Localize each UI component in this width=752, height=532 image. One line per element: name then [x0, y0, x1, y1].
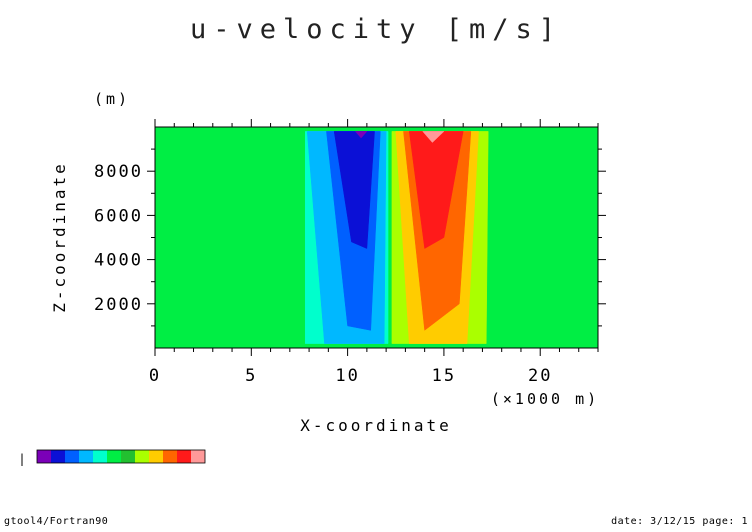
chart-title: u-velocity [m/s] — [190, 14, 562, 45]
color-swatch — [177, 450, 191, 463]
contour-level-4 — [354, 131, 368, 139]
color-swatch — [51, 450, 65, 463]
color-swatch — [135, 450, 149, 463]
y-axis-label: Z-coordinate — [50, 161, 69, 313]
color-swatch — [191, 450, 205, 463]
color-swatch — [107, 450, 121, 463]
x-tick-label: 20 — [528, 366, 552, 386]
x-axis-ticks: 0 5 10 15 20 — [149, 119, 599, 386]
color-swatch — [93, 450, 107, 463]
contour-fills — [304, 131, 489, 344]
y-tick-label: 6000 — [94, 206, 143, 226]
footer-right: date: 3/12/15 page: 1 — [611, 516, 748, 527]
footer-left: gtool4/Fortran90 — [4, 516, 109, 527]
y-axis-unit: (m) — [94, 90, 130, 108]
x-tick-label: 5 — [245, 366, 257, 386]
color-swatch — [149, 450, 163, 463]
x-tick-label: 15 — [432, 366, 456, 386]
x-tick-label: 10 — [335, 366, 359, 386]
color-swatch — [65, 450, 79, 463]
contour-level-8 — [408, 131, 464, 249]
x-tick-label: 0 — [149, 366, 161, 386]
y-axis-ticks: 2000 4000 6000 8000 — [94, 148, 606, 327]
y-tick-label: 8000 — [94, 162, 143, 182]
x-axis-label: X-coordinate — [300, 416, 452, 435]
color-swatch — [121, 450, 135, 463]
y-tick-label: 2000 — [94, 295, 143, 315]
colorbar-left-mark: | — [18, 452, 25, 466]
color-swatch — [79, 450, 93, 463]
x-axis-unit: (×1000 m) — [491, 390, 599, 408]
color-scale-bar — [36, 449, 206, 464]
contour-level-3 — [333, 131, 375, 249]
color-bar-frame — [36, 449, 206, 464]
contour-level-9 — [422, 131, 445, 143]
color-swatch — [163, 450, 177, 463]
color-swatch — [37, 450, 51, 463]
y-tick-label: 4000 — [94, 251, 143, 271]
